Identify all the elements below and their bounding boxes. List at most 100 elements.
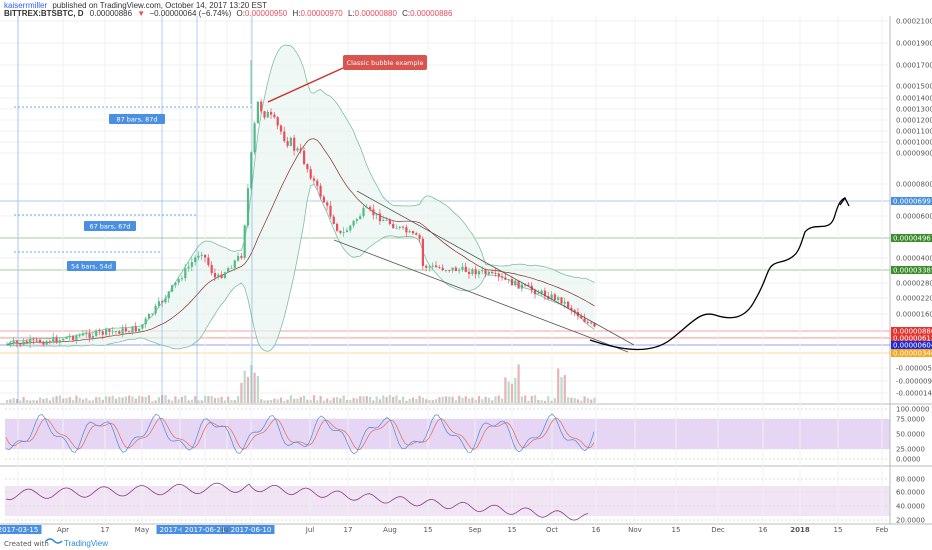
volume-bar [250,364,253,403]
volume-bar [576,399,580,403]
volume-bar [560,377,563,403]
candle-body [563,301,566,304]
candle-body [299,148,302,151]
candle-body [451,267,454,271]
price-badge-label: 0.00000613 [893,335,932,343]
tradingview-brand[interactable]: TradingView [64,539,108,548]
channel-upper-line [356,190,635,346]
date-badge [227,525,275,534]
volume-bar [438,397,441,403]
volume-bar [95,397,98,403]
volume-bar [524,395,527,403]
stoch-k-line [5,413,595,455]
volume-bar [227,396,230,403]
volume-bar [35,400,38,403]
price-badge [891,266,932,274]
volume-bar [39,397,42,403]
volume-bar [477,395,481,403]
volume-bar [184,395,187,403]
candle-body [593,323,596,327]
candle-body [217,274,220,278]
volume-bar [48,400,52,403]
volume-bar [19,400,22,403]
price-tick-label: -0.00001450 [896,390,932,398]
volume-bar [134,398,137,403]
candle-body [586,321,589,323]
candle-body [567,301,570,308]
candle-body [85,333,88,335]
volume-bar [200,400,203,403]
candle-body [147,313,151,319]
volume-bar [29,400,32,403]
callout-box [343,55,427,70]
candle-body [75,336,78,340]
candle-body [560,297,563,304]
candle-body [326,202,329,206]
candle-body [339,230,342,233]
volume-bar [547,396,550,403]
candle-body [316,180,319,186]
volume-bar [382,395,385,403]
candle-body [402,226,405,228]
time-tick-label: 2017-06-21 [185,526,226,534]
candle-body [385,219,388,221]
tradingview-logo-icon [45,538,63,544]
volume-bar [6,399,9,403]
candle-body [425,265,428,268]
author-link[interactable]: kaiserrmiller [4,1,47,10]
rsi-tick-label: 60.0000 [896,489,925,497]
candle-body [78,335,81,337]
time-axis[interactable]: 2017-03-15 Apr 17 May 2017-05-082017-06-21Ju… [0,525,889,534]
volume-bar [190,399,193,403]
volume-bar [395,395,398,403]
volume-bar [306,399,309,403]
price-badge-label: 0.00004967 [893,235,932,243]
candle-body [329,205,332,217]
candle-body [237,256,240,261]
candle-body [540,290,543,294]
price-badge [891,349,932,357]
candle-body [375,213,378,216]
candle-body [484,270,487,275]
volume-bar [454,400,457,403]
time-tick-label: 17 [101,526,110,534]
volume-bar [534,395,537,403]
volume-bar [329,400,332,403]
candle-body [431,265,434,267]
volume-bar [279,397,283,403]
candle-body [190,262,193,267]
time-tick-label: May [135,526,149,534]
stoch-tick-label: 25.0000 [896,446,925,454]
volume-bar [316,400,319,403]
volume-bar [121,397,124,403]
candle-body [187,266,190,269]
candle-body [345,230,349,233]
candle-body [124,328,127,332]
candle-body [501,276,504,278]
candle-body [253,123,256,153]
volume-bar [583,396,586,403]
time-tick-label: Jul [305,526,315,534]
candle-body [250,152,253,189]
volume-bar [471,397,474,403]
time-tick-label: 2018 [790,526,810,534]
volume-bar [550,400,553,403]
header-line-2: BITTREX:BTSBTC, D 0.00000886 ▼ −0.000000… [4,9,453,18]
volume-bar [9,399,12,403]
candle-body [131,326,134,333]
stochastic-oscillator [5,413,595,455]
volume-bar [474,399,477,403]
volume-bar [45,397,48,403]
candle-body [454,267,457,272]
time-tick-label: 2017-05-08 [160,526,201,534]
volume-bar [441,396,444,403]
candle-body [121,328,124,334]
volume-bar [131,396,134,403]
